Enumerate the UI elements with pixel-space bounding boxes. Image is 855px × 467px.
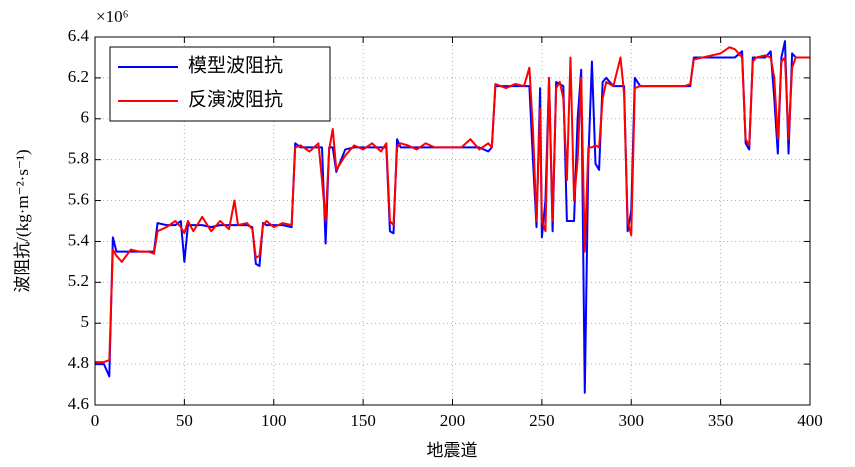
x-tick-label: 300 (619, 411, 645, 430)
y-tick-label: 5.8 (68, 149, 89, 168)
y-tick-label: 6.2 (68, 67, 89, 86)
x-axis-label: 地震道 (427, 441, 478, 460)
series-line (95, 46, 810, 364)
plot-frame (94, 36, 811, 406)
y-tick-label: 6 (81, 108, 90, 127)
x-tick-label: 100 (261, 411, 287, 430)
y-axis-label: 波阻抗/(kg·m⁻²·s⁻¹) (13, 149, 32, 292)
y-tick-label: 4.6 (68, 394, 89, 413)
legend-box (109, 46, 331, 122)
x-tick-label: 400 (797, 411, 823, 430)
legend-label: 模型波阻抗 (188, 54, 283, 76)
x-tick-label: 350 (708, 411, 734, 430)
y-tick-label: 4.8 (68, 353, 89, 372)
y-exponent: ×10⁶ (96, 7, 129, 26)
y-tick-label: 6.4 (68, 26, 90, 45)
y-tick-label: 5.2 (68, 271, 89, 290)
y-tick-label: 5.6 (68, 189, 89, 208)
x-tick-label: 250 (529, 411, 555, 430)
legend-label: 反演波阻抗 (188, 88, 283, 110)
y-tick-label: 5 (81, 312, 90, 331)
x-tick-label: 0 (91, 411, 100, 430)
x-tick-label: 200 (440, 411, 466, 430)
y-tick-label: 5.4 (68, 230, 90, 249)
x-tick-label: 50 (176, 411, 193, 430)
x-tick-label: 150 (350, 411, 376, 430)
